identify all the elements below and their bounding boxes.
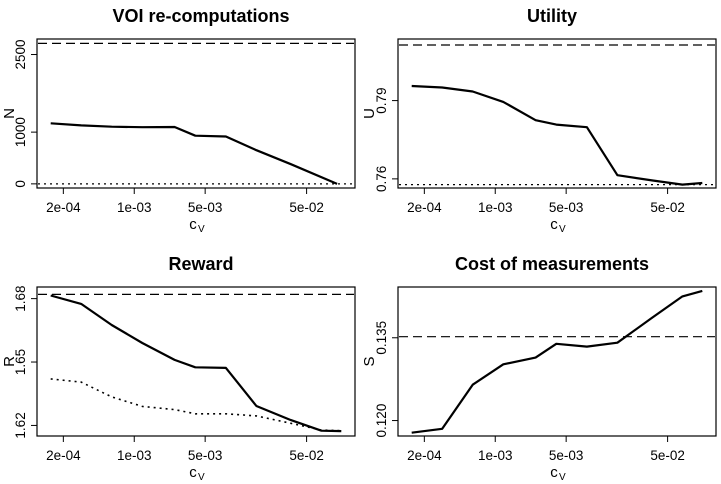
cost-x-tick-label: 2e-04	[407, 448, 442, 463]
utility-x-tick-label: 5e-02	[650, 200, 685, 215]
reward-solid-series-line	[50, 294, 342, 433]
voi-panel: VOI re-computations 2e-04 1e-03 5e-03 5e-02 0…	[1, 6, 356, 235]
voi-x-axis-label-subscript: V	[198, 224, 205, 235]
reward-panel: Reward 2e-04 1e-03 5e-03 5e-02 1.62 1.65 1.68 Rc…	[1, 254, 356, 483]
cost-x-axis-label: c	[550, 464, 558, 481]
reward-x-tick-label: 5e-03	[188, 448, 223, 463]
reward-y-tick-label: 1.62	[13, 412, 28, 438]
cost-solid-series-line	[411, 289, 703, 434]
utility-title: Utility	[527, 6, 577, 26]
utility-x-axis-label: c	[550, 216, 558, 233]
utility-plot-frame	[397, 38, 717, 189]
utility-x-tick-label: 1e-03	[478, 200, 513, 215]
utility-x-axis-label-subscript: V	[559, 224, 566, 235]
utility-y-tick-label: 0.76	[374, 166, 389, 192]
voi-y-tick-label: 1000	[13, 117, 28, 147]
reward-dotted-series-line	[50, 378, 342, 432]
utility-y-tick-label: 0.79	[374, 87, 389, 113]
voi-y-tick-label: 2500	[13, 39, 28, 69]
reward-x-tick-label: 1e-03	[117, 448, 152, 463]
cost-plot-frame	[397, 286, 717, 437]
reward-x-axis-label-subscript: V	[198, 472, 205, 483]
voi-y-axis-label: N	[1, 108, 18, 119]
cost-panel: Cost of measurements 2e-04 1e-03 5e-03 5e-02…	[361, 254, 717, 483]
reward-y-tick-label: 1.65	[13, 349, 28, 375]
cost-y-tick-label: 0.135	[374, 321, 389, 355]
cost-x-tick-label: 1e-03	[478, 448, 513, 463]
cost-y-axis-label: S	[361, 356, 378, 366]
voi-x-tick-label: 5e-02	[289, 200, 324, 215]
utility-y-axis-label: U	[361, 108, 378, 119]
voi-y-tick-label: 0	[13, 180, 28, 188]
utility-x-tick-label: 2e-04	[407, 200, 442, 215]
cost-title: Cost of measurements	[455, 254, 649, 274]
voi-x-tick-label: 1e-03	[117, 200, 152, 215]
reward-x-tick-label: 2e-04	[46, 448, 81, 463]
reward-x-axis-label: c	[189, 464, 197, 481]
voi-plot-frame	[36, 38, 356, 189]
reward-plot-frame	[36, 286, 356, 437]
cost-x-tick-label: 5e-03	[549, 448, 584, 463]
cost-x-tick-label: 5e-02	[650, 448, 685, 463]
reward-y-tick-label: 1.68	[13, 285, 28, 311]
reward-title: Reward	[168, 254, 233, 274]
voi-x-tick-label: 2e-04	[46, 200, 81, 215]
voi-x-axis-label: c	[189, 216, 197, 233]
utility-x-tick-label: 5e-03	[549, 200, 584, 215]
cost-x-axis-label-subscript: V	[559, 472, 566, 483]
cost-y-tick-label: 0.120	[374, 404, 389, 438]
voi-title: VOI re-computations	[112, 6, 289, 26]
voi-x-tick-label: 5e-03	[188, 200, 223, 215]
voi-solid-series-line	[50, 122, 338, 185]
reward-y-axis-label: R	[1, 356, 18, 367]
utility-solid-series-line	[411, 84, 703, 186]
reward-x-tick-label: 5e-02	[289, 448, 324, 463]
